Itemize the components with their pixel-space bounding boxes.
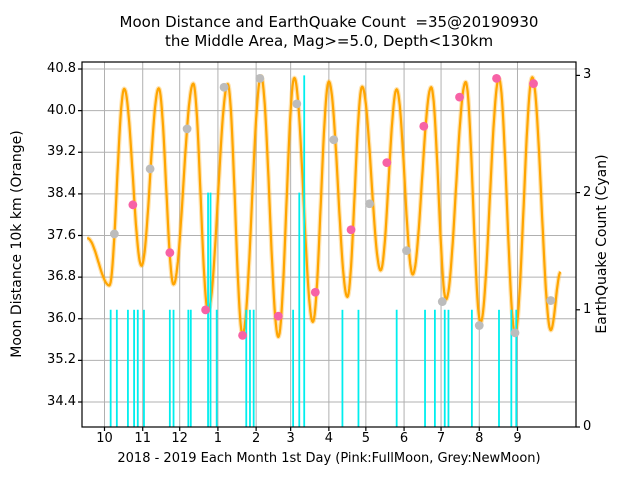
x-tick-label: 11 [134,431,151,446]
new-moon-dot [365,199,374,209]
chart-title-line1: Moon Distance and EarthQuake Count =35@2… [119,13,539,31]
new-moon-dot [510,328,520,338]
full-moon-dot [238,331,247,340]
new-moon-dot [329,135,339,145]
x-tick-label: 10 [96,431,113,446]
new-moon-dot [437,297,447,306]
full-moon-dot [201,305,210,315]
x-tick-label: 4 [324,431,333,446]
x-tick-label: 8 [475,431,484,446]
x-tick-label: 2 [251,431,261,446]
full-moon-dot [382,158,392,168]
full-moon-dot [529,79,538,88]
y-left-tick-label: 36.8 [47,269,76,285]
new-moon-dot [474,321,484,330]
x-axis-label: 2018 - 2019 Each Month 1st Day (Pink:Ful… [117,451,541,466]
new-moon-dot [109,229,119,239]
x-tick-label: 5 [361,431,370,446]
chart-title-line2: the Middle Area, Mag>=5.0, Depth<130km [164,32,494,50]
y-left-tick-label: 38.4 [47,185,76,201]
full-moon-dot [455,92,464,102]
y-left-tick-label: 40.0 [47,102,76,118]
full-moon-dot [419,121,429,131]
y-left-tick-label: 35.2 [47,352,76,368]
y-left-tick-label: 37.6 [47,227,76,243]
full-moon-dot [128,200,138,210]
y-axis-label-left: Moon Distance 10k km (Orange) [9,130,25,358]
y-right-tick-label: 0 [583,419,592,434]
new-moon-dot [182,124,192,134]
y-left-tick-label: 34.4 [47,394,76,409]
y-left-tick-label: 40.8 [47,61,76,76]
x-tick-label: 1 [213,431,223,446]
x-tick-label: 6 [399,431,409,446]
new-moon-dot [145,164,155,174]
new-moon-dot [402,246,411,255]
y-right-tick-label: 3 [583,67,592,83]
y-left-tick-label: 39.2 [47,144,76,160]
new-moon-dot [255,73,265,83]
full-moon-dot [165,248,175,258]
x-tick-label: 3 [286,431,295,446]
full-moon-dot [492,73,501,83]
full-moon-dot [273,311,283,321]
x-tick-label: 9 [513,431,522,446]
moon-distance-line [86,75,562,339]
full-moon-dot [346,225,356,235]
new-moon-dot [546,296,556,305]
full-moon-dot [310,287,320,297]
y-right-tick-label: 2 [583,184,592,200]
y-right-tick-label: 1 [583,301,592,317]
y-left-tick-label: 36.0 [47,310,76,326]
new-moon-dot [219,82,229,92]
x-tick-label: 12 [171,431,188,446]
new-moon-dot [292,99,302,109]
x-tick-label: 7 [436,431,446,446]
